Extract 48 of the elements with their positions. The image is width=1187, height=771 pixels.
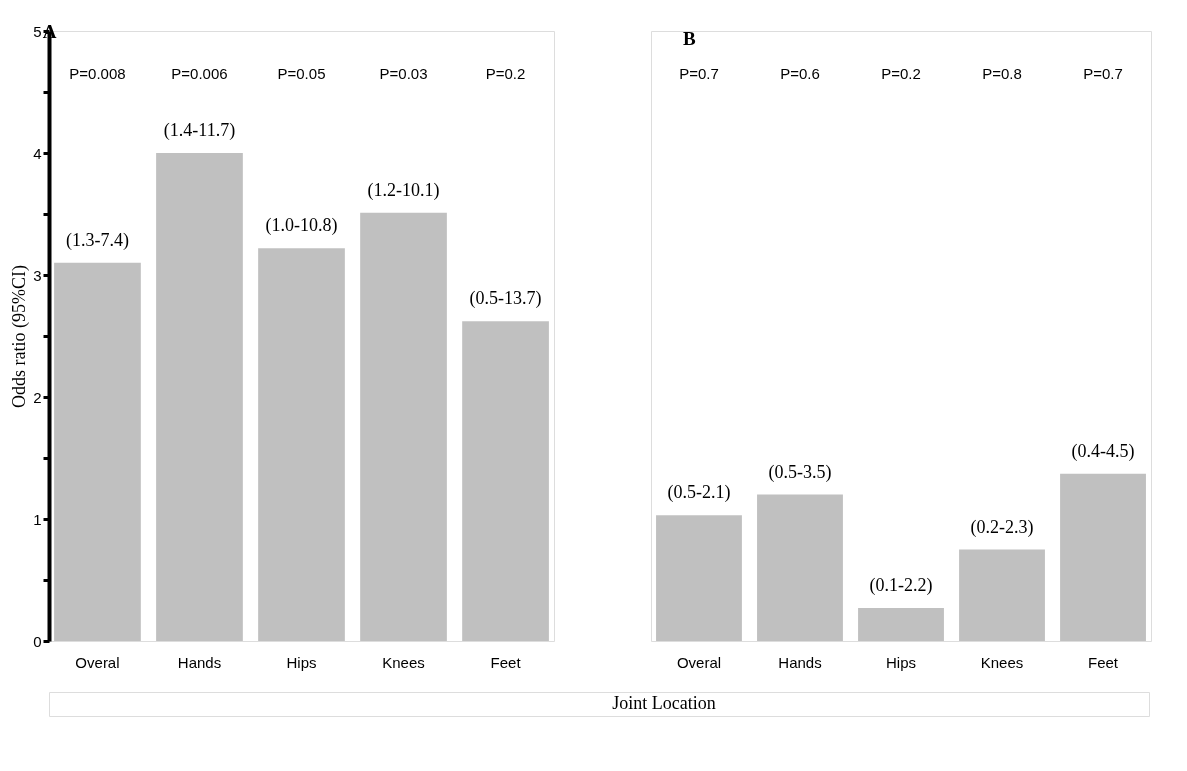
bar [858, 608, 944, 641]
annotation: P=0.2 [485, 64, 526, 82]
annotation: P=0.7 [679, 64, 719, 82]
data-label: (0.4-4.5) [1071, 440, 1135, 462]
data-label: (0.2-2.3) [970, 516, 1034, 538]
bar [757, 494, 843, 641]
data-label: (0.5-2.1) [667, 482, 731, 504]
annotation: P=0.006 [171, 64, 228, 82]
chart-title: B [683, 28, 696, 49]
data-label: (1.0-10.8) [265, 215, 338, 237]
annotation: P=0.6 [780, 64, 820, 82]
annotation: P=0.2 [881, 64, 921, 82]
bar [360, 212, 447, 641]
y-tick-label: 0 [33, 632, 42, 650]
bar [656, 515, 742, 641]
bar [1060, 473, 1146, 641]
y-tick-label: 3 [33, 266, 42, 284]
bar [462, 321, 549, 641]
bar [156, 153, 243, 641]
annotation: P=0.008 [69, 64, 126, 82]
data-label: (0.1-2.2) [869, 575, 933, 597]
annotation: P=0.8 [982, 64, 1022, 82]
data-label: (0.5-13.7) [469, 288, 542, 310]
data-label: (1.3-7.4) [65, 229, 129, 251]
x-tick-label: Knees [382, 653, 425, 671]
y-tick-label: 1 [33, 510, 42, 528]
y-tick-label: 4 [33, 144, 42, 162]
x-tick-label: Overal [676, 653, 722, 671]
x-tick-label: Feet [1088, 653, 1119, 671]
x-tick-label: Hands [177, 653, 222, 671]
y-tick-label: 5 [33, 22, 42, 40]
x-tick-label: Hips [885, 653, 917, 671]
annotation: P=0.7 [1083, 64, 1123, 82]
y-axis-title: Odds ratio (95%CI) [9, 265, 31, 408]
x-tick-label: Hands [778, 653, 822, 671]
annotation: P=0.03 [379, 64, 428, 82]
x-tick-label: Hips [286, 653, 317, 671]
annotation: P=0.05 [277, 64, 326, 82]
data-label: (1.4-11.7) [163, 120, 236, 141]
x-tick-label: Overal [75, 653, 120, 671]
bar [258, 248, 345, 641]
x-tick-label: Knees [980, 653, 1024, 671]
y-tick-label: 2 [33, 388, 42, 406]
x-axis-title: Joint Location [612, 693, 716, 713]
data-label: (0.5-3.5) [768, 461, 832, 483]
bar [959, 549, 1045, 641]
data-label: (1.2-10.1) [367, 179, 440, 201]
x-tick-label: Feet [490, 653, 522, 671]
